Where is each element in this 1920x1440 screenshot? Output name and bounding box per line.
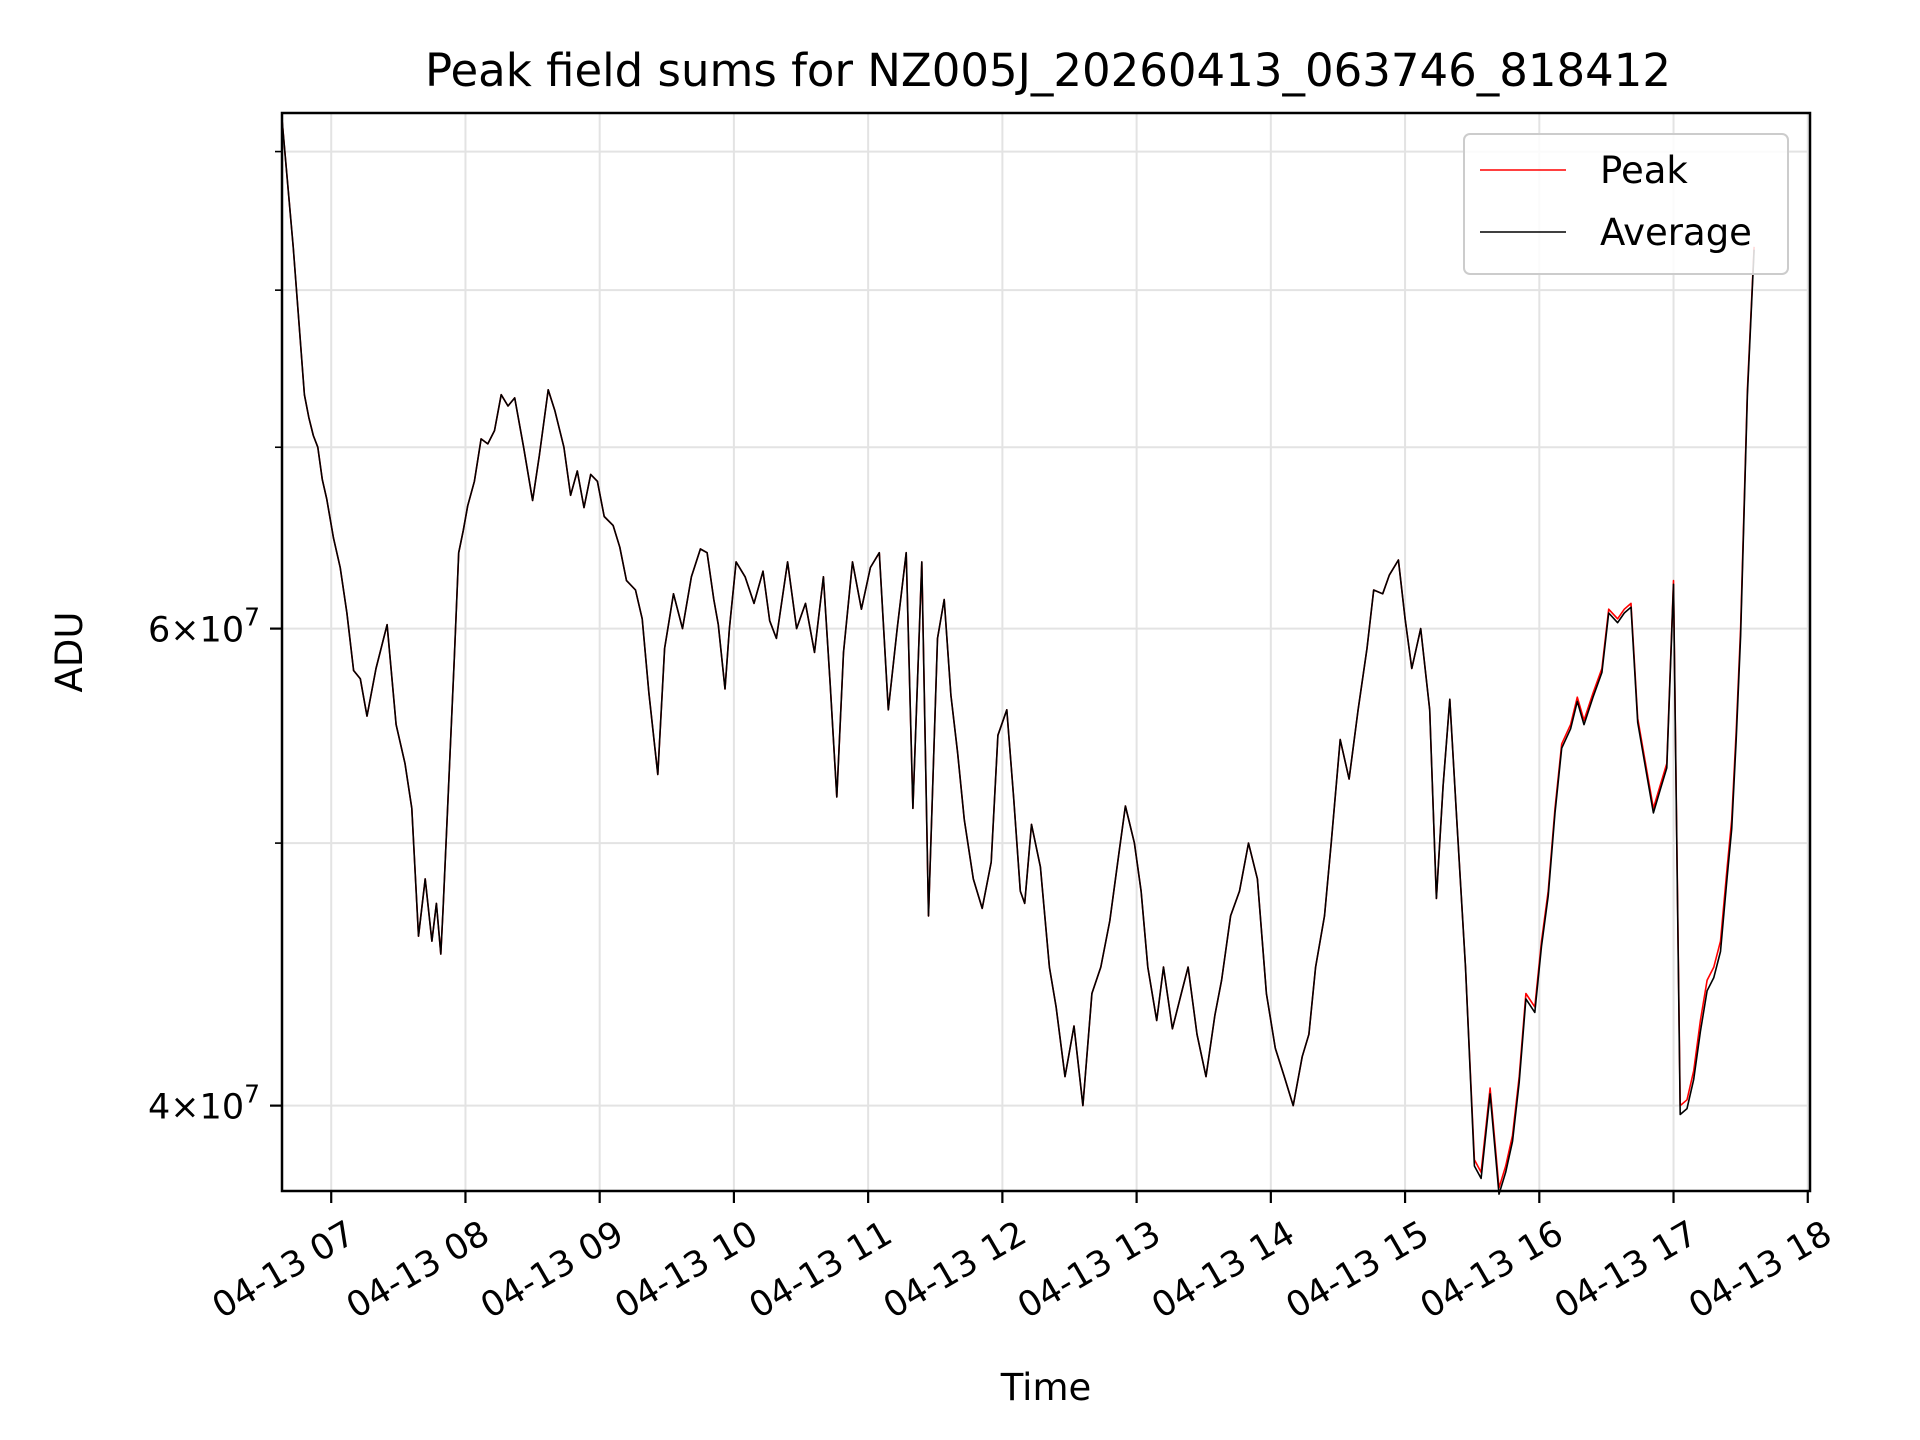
series-line-average (281, 119, 1755, 1195)
legend-label-peak: Peak (1600, 149, 1688, 192)
plot-area-frame (280, 111, 1812, 1193)
y-axis-label: ADU (48, 612, 91, 693)
y-tick-label: 6×107 (148, 603, 260, 651)
x-axis-label: Time (1000, 1366, 1092, 1409)
legend-box (1463, 133, 1789, 275)
y-axis-ticks: 4×107 6×107 (148, 150, 282, 1128)
chart-title: Peak field sums for NZ005J_20260413_0637… (425, 44, 1671, 97)
legend: Peak Average (1463, 133, 1789, 275)
grid-lines (282, 113, 1810, 1191)
y-tick-label: 4×107 (148, 1080, 260, 1128)
legend-label-average: Average (1600, 211, 1752, 254)
series-lines (281, 119, 1755, 1195)
